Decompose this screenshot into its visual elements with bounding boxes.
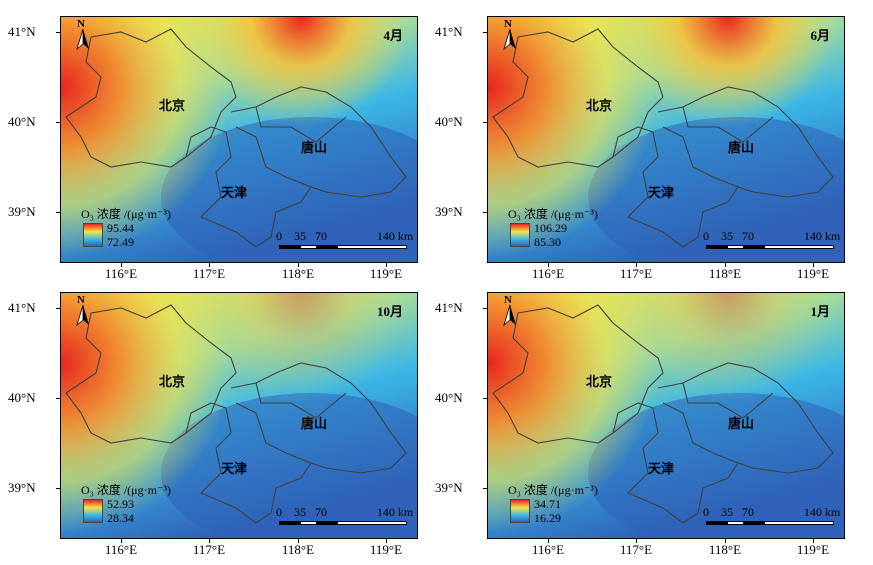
region-boundaries	[492, 28, 834, 248]
scale-bar: 0 35 70 140 km	[276, 229, 413, 259]
legend-title: O₃ 浓度 /(μg·m⁻³)	[81, 483, 171, 497]
lat-tick-41: 41°N	[8, 300, 36, 315]
scale-label-0: 0	[703, 229, 709, 243]
lon-tick-118: 118°E	[708, 542, 742, 557]
lon-tick-116: 116°E	[531, 266, 565, 281]
city-tianjin: 天津	[221, 185, 248, 200]
city-tangshan: 唐山	[728, 140, 755, 155]
north-arrow-icon: N	[500, 293, 520, 327]
scale-bar: 0 35 70 140 km	[703, 229, 840, 259]
month-label: 10月	[376, 304, 403, 319]
scale-label-35: 35	[294, 229, 306, 243]
lat-tick-41: 41°N	[8, 24, 36, 39]
lon-tick-116: 116°E	[104, 542, 138, 557]
lat-tick-39: 39°N	[8, 204, 36, 219]
scale-label-35: 35	[294, 505, 306, 519]
legend-color-bar	[510, 499, 530, 523]
north-label: N	[504, 18, 512, 30]
lon-tick-118: 118°E	[708, 266, 742, 281]
lat-tick-40: 40°N	[435, 114, 463, 129]
scale-label-140: 140 km	[376, 229, 414, 243]
legend-min-value: 16.29	[534, 511, 561, 525]
lat-tick-39: 39°N	[435, 204, 463, 219]
legend-min-value: 28.34	[107, 511, 134, 525]
scale-label-35: 35	[721, 505, 733, 519]
legend-color-bar	[510, 223, 530, 247]
city-tianjin: 天津	[648, 461, 675, 476]
scale-label-70: 70	[742, 505, 754, 519]
north-arrow-icon: N	[500, 17, 520, 51]
scale-label-0: 0	[276, 229, 282, 243]
lat-tick-41: 41°N	[435, 24, 463, 39]
scale-bar: 0 35 70 140 km	[703, 505, 840, 535]
scale-label-140: 140 km	[803, 505, 841, 519]
legend-color-bar	[83, 223, 103, 247]
city-tangshan: 唐山	[301, 416, 328, 431]
lat-tick-39: 39°N	[435, 480, 463, 495]
lat-tick-40: 40°N	[8, 114, 36, 129]
lon-tick-118: 118°E	[281, 266, 315, 281]
lat-tick-39: 39°N	[8, 480, 36, 495]
lon-tick-119: 119°E	[796, 542, 830, 557]
lat-tick-41: 41°N	[435, 300, 463, 315]
ozone-heatmap: N 4月 北京 唐山 天津 O₃ 浓度 /(μg·m⁻³) 95.44 72.4…	[60, 16, 418, 263]
region-boundaries	[65, 28, 407, 248]
lon-tick-119: 119°E	[796, 266, 830, 281]
legend-max-value: 95.44	[107, 221, 134, 235]
lon-tick-117: 117°E	[619, 542, 653, 557]
scale-label-70: 70	[742, 229, 754, 243]
scale-label-70: 70	[315, 229, 327, 243]
north-arrow-icon: N	[73, 293, 93, 327]
legend-color-bar	[83, 499, 103, 523]
legend-min-value: 85.30	[534, 235, 561, 249]
month-label: 4月	[383, 28, 403, 43]
city-beijing: 北京	[586, 98, 613, 113]
legend-title: O₃ 浓度 /(μg·m⁻³)	[508, 483, 598, 497]
lon-tick-119: 119°E	[369, 542, 403, 557]
ozone-heatmap: N 6月 北京 唐山 天津 O₃ 浓度 /(μg·m⁻³) 106.29 85.…	[487, 16, 845, 263]
legend-max-value: 34.71	[534, 497, 561, 511]
north-label: N	[77, 294, 85, 306]
city-tianjin: 天津	[648, 185, 675, 200]
legend-min-value: 72.49	[107, 235, 134, 249]
lon-tick-117: 117°E	[192, 542, 226, 557]
legend-title: O₃ 浓度 /(μg·m⁻³)	[508, 207, 598, 221]
lon-tick-116: 116°E	[531, 542, 565, 557]
scale-label-140: 140 km	[803, 229, 841, 243]
city-tangshan: 唐山	[728, 416, 755, 431]
legend-max-value: 52.93	[107, 497, 134, 511]
month-label: 6月	[810, 28, 830, 43]
north-arrow-icon: N	[73, 17, 93, 51]
lon-tick-118: 118°E	[281, 542, 315, 557]
city-beijing: 北京	[586, 374, 613, 389]
legend-max-value: 106.29	[534, 221, 567, 235]
month-label: 1月	[810, 304, 830, 319]
city-beijing: 北京	[159, 98, 186, 113]
scale-label-140: 140 km	[376, 505, 414, 519]
scale-label-0: 0	[703, 505, 709, 519]
north-label: N	[77, 18, 85, 30]
legend-title: O₃ 浓度 /(μg·m⁻³)	[81, 207, 171, 221]
lon-tick-117: 117°E	[619, 266, 653, 281]
scale-bar: 0 35 70 140 km	[276, 505, 413, 535]
ozone-heatmap: N 10月 北京 唐山 天津 O₃ 浓度 /(μg·m⁻³) 52.93 28.…	[60, 292, 418, 539]
lat-tick-40: 40°N	[8, 390, 36, 405]
north-label: N	[504, 294, 512, 306]
region-boundaries	[65, 304, 407, 524]
region-boundaries	[492, 304, 834, 524]
ozone-heatmap: N 1月 北京 唐山 天津 O₃ 浓度 /(μg·m⁻³) 34.71 16.2…	[487, 292, 845, 539]
lon-tick-119: 119°E	[369, 266, 403, 281]
scale-label-35: 35	[721, 229, 733, 243]
city-tianjin: 天津	[221, 461, 248, 476]
lon-tick-116: 116°E	[104, 266, 138, 281]
scale-label-0: 0	[276, 505, 282, 519]
lon-tick-117: 117°E	[192, 266, 226, 281]
lat-tick-40: 40°N	[435, 390, 463, 405]
city-beijing: 北京	[159, 374, 186, 389]
scale-label-70: 70	[315, 505, 327, 519]
city-tangshan: 唐山	[301, 140, 328, 155]
